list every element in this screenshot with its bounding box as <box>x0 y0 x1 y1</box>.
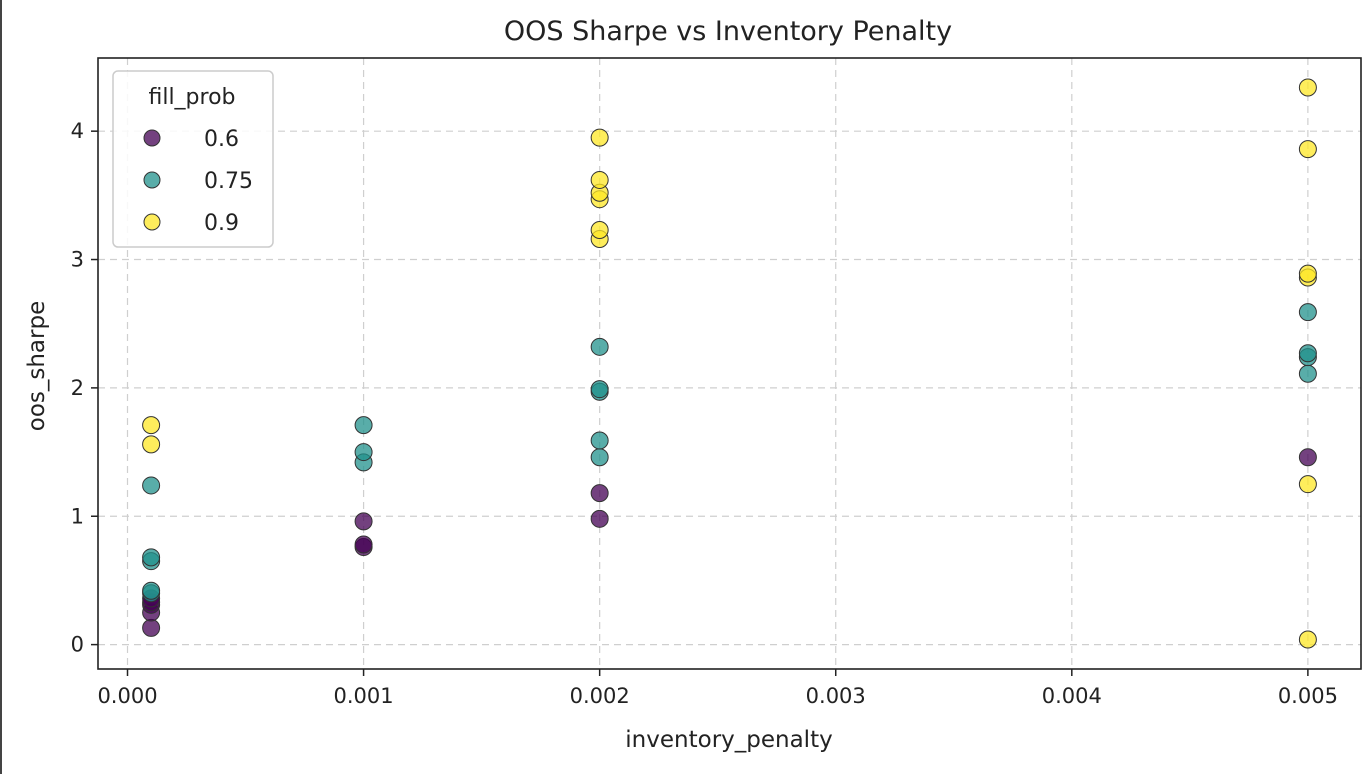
data-point-fill-0.6 <box>142 618 161 637</box>
data-point-fill-0.75 <box>590 337 609 356</box>
data-point-fill-0.9 <box>1298 264 1317 283</box>
data-point-fill-0.75 <box>1298 364 1317 383</box>
x-tick-label: 0.002 <box>570 684 630 708</box>
data-point-fill-0.9 <box>590 170 609 189</box>
legend-label-0.6: 0.6 <box>204 127 239 152</box>
x-tick-label: 0.004 <box>1042 684 1102 708</box>
grid <box>98 58 1361 669</box>
legend-box <box>112 70 274 248</box>
legend-marker-0.6 <box>143 129 161 147</box>
y-tick-label: 4 <box>71 119 84 143</box>
data-point-fill-0.9 <box>590 221 609 240</box>
plot-frame <box>97 57 1362 670</box>
data-point-fill-0.9 <box>142 416 161 435</box>
data-point-fill-0.75 <box>142 581 161 600</box>
x-tick-label: 0.001 <box>334 684 394 708</box>
data-point-fill-0.75 <box>590 380 609 399</box>
data-point-fill-0.9 <box>1298 78 1317 97</box>
legend-label-0.75: 0.75 <box>204 169 253 194</box>
legend-marker-0.9 <box>143 213 161 231</box>
legend: fill_prob 0.6 0.75 0.9 <box>112 70 274 248</box>
data-point-fill-0.9 <box>1298 630 1317 649</box>
data-point-fill-0.75 <box>142 548 161 567</box>
data-point-fill-0.75 <box>354 416 373 435</box>
x-axis-ticks: 0.000 0.001 0.002 0.003 0.004 0.005 <box>97 669 1338 708</box>
data-point-fill-0.6 <box>590 509 609 528</box>
data-point-fill-0.75 <box>1298 344 1317 363</box>
data-point-fill-0.9 <box>1298 475 1317 494</box>
data-point-fill-0.75 <box>1298 303 1317 322</box>
x-tick-label: 0.000 <box>97 684 157 708</box>
y-tick-label: 3 <box>71 248 84 272</box>
data-point-fill-0.75 <box>590 431 609 450</box>
y-tick-label: 2 <box>71 376 84 400</box>
data-point-fill-0.6 <box>1298 448 1317 467</box>
legend-label-0.9: 0.9 <box>204 211 239 236</box>
legend-marker-0.75 <box>143 171 161 189</box>
chart-title: OOS Sharpe vs Inventory Penalty <box>504 16 952 47</box>
data-point-fill-0.75 <box>142 476 161 495</box>
data-point-fill-0.9 <box>1298 140 1317 159</box>
data-point-fill-0.6 <box>590 484 609 503</box>
x-tick-label: 0.003 <box>806 684 866 708</box>
y-tick-label: 0 <box>71 633 84 657</box>
y-tick-label: 1 <box>71 504 84 528</box>
data-point-fill-0.9 <box>142 435 161 454</box>
data-point-fill-0.6 <box>354 535 373 554</box>
y-axis-label: oos_sharpe <box>24 301 50 432</box>
y-axis-ticks: 0 1 2 3 4 <box>71 119 98 657</box>
data-point-fill-0.75 <box>354 443 373 462</box>
legend-items: 0.6 0.75 0.9 <box>143 127 253 236</box>
data-point-fill-0.6 <box>354 512 373 531</box>
x-axis-label: inventory_penalty <box>625 727 832 753</box>
data-points <box>142 78 1317 649</box>
legend-title: fill_prob <box>148 85 235 110</box>
data-point-fill-0.9 <box>590 128 609 147</box>
x-tick-label: 0.005 <box>1278 684 1338 708</box>
data-point-fill-0.75 <box>590 448 609 467</box>
